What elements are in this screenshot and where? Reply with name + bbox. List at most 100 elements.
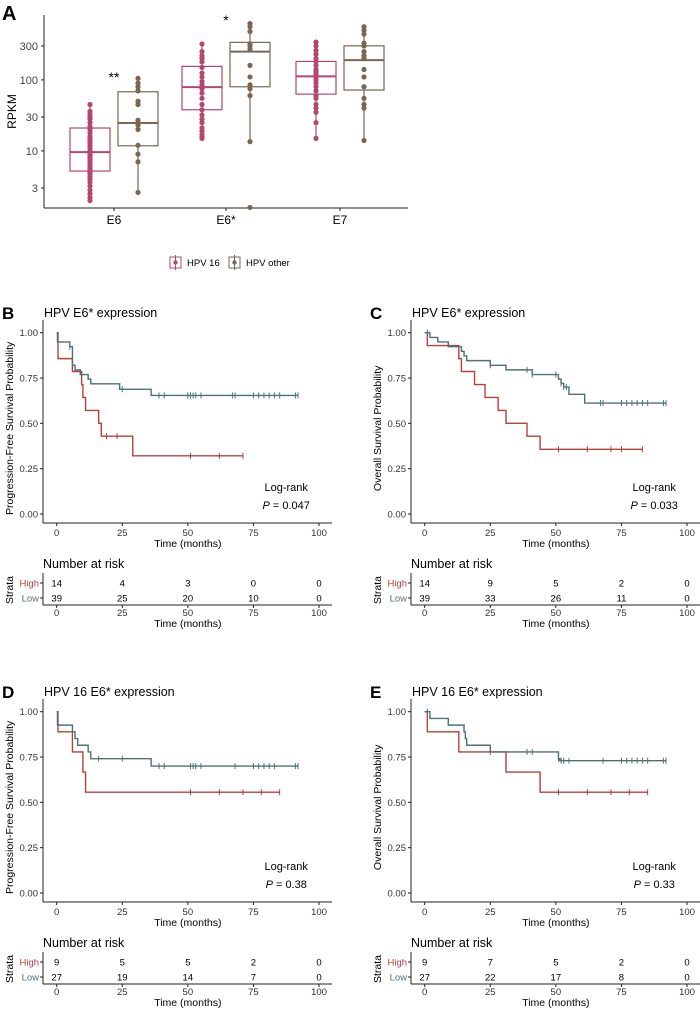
- data-point: [247, 21, 253, 27]
- y-tick-label: 0.25: [20, 843, 39, 854]
- risk-count: 4: [120, 579, 125, 590]
- x-tick-label: E7: [333, 213, 348, 227]
- survival-curve-high: [424, 332, 643, 450]
- box-1-1: [229, 21, 271, 211]
- panel-d-km-plot: D HPV 16 E6* expression 0.00 0.25 0.50 0.75 1.…: [2, 683, 332, 1009]
- data-point: [199, 78, 205, 85]
- x-tick-label: 50: [551, 528, 562, 539]
- x-axis-label: Time (months): [522, 538, 589, 550]
- data-point: [135, 84, 141, 90]
- risk-count: 5: [553, 958, 558, 969]
- risk-x-tick-label: 50: [183, 987, 194, 998]
- data-point: [199, 90, 205, 96]
- risk-count: 0: [684, 958, 689, 969]
- test-label: Log-rank: [633, 861, 677, 873]
- y-tick-label: 0.25: [388, 843, 407, 854]
- data-point: [313, 51, 319, 57]
- x-tick-label: 100: [679, 528, 695, 539]
- data-point: [135, 75, 141, 81]
- risk-count: 25: [117, 594, 128, 605]
- data-point: [361, 137, 367, 144]
- data-point: [247, 204, 253, 211]
- data-point: [135, 88, 141, 94]
- x-tick-label: 25: [117, 528, 128, 539]
- data-point: [361, 24, 367, 30]
- risk-x-tick-label: 100: [311, 608, 327, 619]
- data-point: [361, 101, 367, 108]
- data-point: [247, 41, 253, 47]
- y-tick-label: 0.00: [20, 889, 39, 900]
- y-tick-label: 0.50: [388, 419, 407, 430]
- strata-label: Strata: [4, 576, 16, 604]
- risk-row-label: Low: [390, 973, 408, 984]
- x-tick-label: E6*: [216, 213, 236, 227]
- survival-curve-low: [424, 332, 667, 404]
- y-tick-label: 0.25: [20, 464, 39, 475]
- risk-x-tick-label: 0: [422, 608, 427, 619]
- x-tick-label: 75: [248, 907, 259, 918]
- y-tick-label: 100: [20, 75, 38, 87]
- y-tick-label: 0.75: [388, 374, 407, 385]
- data-point: [313, 135, 319, 141]
- data-point: [199, 116, 205, 122]
- data-point: [313, 55, 319, 62]
- data-point: [135, 159, 141, 165]
- panel-label: B: [2, 304, 14, 323]
- data-point: [313, 39, 319, 45]
- risk-count: 19: [117, 973, 128, 984]
- data-point: [199, 41, 205, 47]
- p-label: P: [634, 879, 642, 891]
- y-tick-label: 0.50: [388, 798, 407, 809]
- data-point: [247, 139, 253, 145]
- data-point: [87, 183, 93, 189]
- data-point: [135, 117, 141, 123]
- data-point: [361, 84, 367, 90]
- data-point: [199, 74, 205, 80]
- data-point: [313, 105, 319, 111]
- risk-x-tick-label: 75: [616, 987, 627, 998]
- x-tick-label: 0: [422, 907, 427, 918]
- p-value-text: P = 0.38: [266, 879, 307, 891]
- x-tick-label: 25: [117, 907, 128, 918]
- panel-c-km-plot: C HPV E6* expression 0.00 0.25 0.50 0.75 1.00 0…: [370, 304, 700, 630]
- risk-count: 0: [316, 973, 321, 984]
- x-tick-label: 50: [551, 907, 562, 918]
- panel-label: C: [370, 304, 382, 323]
- y-tick-label: 0.50: [20, 798, 39, 809]
- risk-count: 2: [619, 579, 624, 590]
- p-value: = 0.33: [641, 879, 675, 891]
- x-tick-label: 75: [248, 528, 259, 539]
- x-tick-label: 0: [54, 528, 59, 539]
- x-tick-label: 50: [183, 528, 194, 539]
- data-point: [313, 62, 319, 68]
- p-value: = 0.033: [638, 500, 678, 512]
- risk-row-label: High: [19, 579, 39, 590]
- data-point: [313, 88, 319, 94]
- p-value: = 0.047: [270, 500, 310, 512]
- risk-x-tick-label: 25: [485, 987, 496, 998]
- data-point: [199, 125, 205, 131]
- data-point: [313, 93, 319, 99]
- risk-x-axis-label: Time (months): [154, 997, 221, 1009]
- risk-count: 0: [316, 594, 321, 605]
- y-tick-label: 3: [32, 183, 38, 195]
- data-point: [199, 64, 205, 70]
- data-point: [135, 98, 141, 104]
- data-point: [87, 108, 93, 114]
- y-axis-label: Overall Survival Probability: [372, 744, 384, 870]
- x-axis-label: Time (months): [522, 917, 589, 929]
- data-point: [313, 109, 319, 115]
- y-tick-label: 0.75: [20, 374, 39, 385]
- x-tick-label: 25: [485, 528, 496, 539]
- data-point: [199, 101, 205, 108]
- risk-row-label: Low: [390, 594, 408, 605]
- data-point: [313, 47, 319, 54]
- risk-count: 0: [316, 579, 321, 590]
- risk-count: 7: [488, 958, 493, 969]
- data-point: [135, 142, 141, 148]
- survival-curve-high: [56, 332, 243, 457]
- data-point: [313, 43, 319, 49]
- survival-curve-low: [56, 711, 299, 767]
- data-point: [247, 28, 253, 35]
- data-point: [247, 93, 253, 99]
